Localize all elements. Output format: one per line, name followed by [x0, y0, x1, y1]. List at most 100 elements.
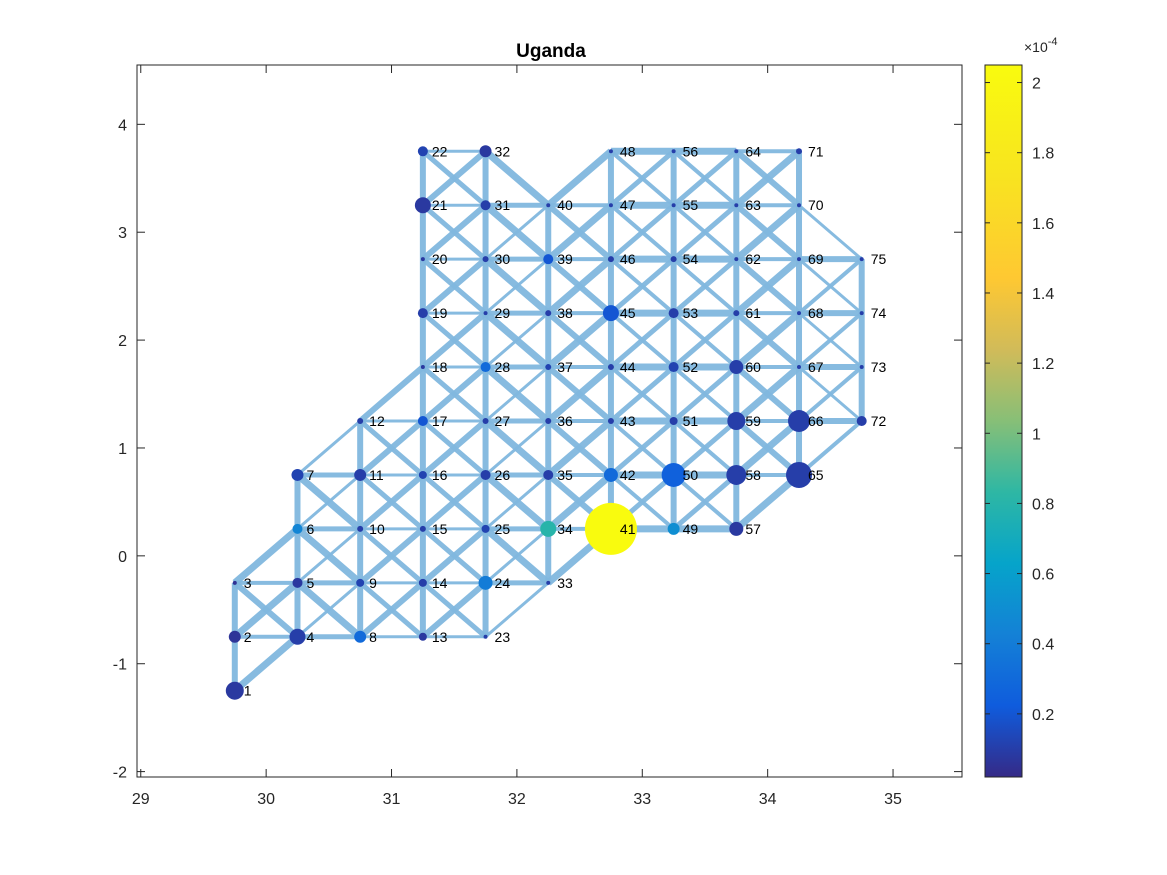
- node-21: [414, 197, 431, 214]
- edge-26-34: [483, 472, 551, 532]
- node-label-14: 14: [432, 575, 448, 591]
- node-label-9: 9: [369, 575, 377, 591]
- edge-12-16: [358, 419, 425, 477]
- edge-70-75: [798, 204, 863, 261]
- node-67: [797, 365, 802, 370]
- node-label-13: 13: [432, 629, 448, 645]
- node-54: [670, 256, 677, 263]
- node-43: [607, 418, 614, 424]
- node-56: [671, 149, 676, 154]
- node-2: [228, 630, 241, 643]
- edge-10-14: [358, 526, 425, 585]
- node-48: [608, 149, 613, 154]
- edge-5-8: [295, 580, 363, 640]
- node-69: [797, 257, 802, 262]
- x-tick-label-32: 32: [508, 791, 526, 808]
- y-tick-label-0: 0: [118, 549, 127, 566]
- node-label-65: 65: [808, 467, 824, 483]
- node-label-50: 50: [683, 467, 699, 483]
- node-16: [418, 470, 427, 479]
- node-label-16: 16: [432, 467, 448, 483]
- y-tick-label-1: 1: [118, 441, 127, 458]
- node-31: [480, 200, 491, 211]
- node-label-40: 40: [557, 197, 573, 213]
- node-24: [478, 575, 493, 590]
- colorbar-gradient: [984, 64, 1023, 778]
- node-11: [354, 468, 367, 481]
- node-63: [734, 203, 739, 208]
- edge-55-62: [672, 203, 738, 261]
- colorbar-tick-label-0.4: 0.4: [1032, 637, 1054, 654]
- edge-60-66: [734, 364, 801, 424]
- colorbar-tick-label-1.8: 1.8: [1032, 146, 1054, 163]
- edge-54-61: [672, 257, 738, 315]
- node-50: [661, 462, 686, 487]
- node-label-18: 18: [432, 359, 448, 375]
- node-label-12: 12: [369, 413, 385, 429]
- colorbar: ×10-4 0.2 0.4 0.6 0.8 1 1.2 1.4 1.6 1.8 2: [984, 36, 1058, 778]
- node-label-73: 73: [871, 359, 887, 375]
- colorbar-multiplier: ×10-4: [1024, 36, 1058, 55]
- node-23: [483, 634, 488, 639]
- node-label-74: 74: [871, 305, 887, 321]
- node-label-43: 43: [620, 413, 636, 429]
- node-label-48: 48: [620, 143, 636, 159]
- edge-7-10: [295, 472, 363, 532]
- node-label-6: 6: [306, 521, 314, 537]
- edge-28-36: [483, 364, 551, 424]
- node-label-5: 5: [306, 575, 314, 591]
- colorbar-tick-label-1: 1: [1032, 426, 1041, 443]
- x-tick-label-29: 29: [132, 791, 150, 808]
- node-layer: 1234567891011121314151617181920212223242…: [225, 143, 887, 700]
- node-label-45: 45: [620, 305, 636, 321]
- node-label-3: 3: [244, 575, 252, 591]
- node-60: [729, 360, 744, 375]
- node-7: [291, 468, 304, 481]
- node-58: [726, 464, 747, 485]
- edge-32-40: [483, 148, 551, 208]
- node-label-20: 20: [432, 251, 448, 267]
- node-44: [607, 364, 614, 371]
- node-label-29: 29: [495, 305, 511, 321]
- y-tick-label-2: 2: [118, 333, 127, 350]
- node-label-41: 41: [620, 521, 636, 537]
- node-68: [797, 311, 802, 316]
- node-label-46: 46: [620, 251, 636, 267]
- node-label-27: 27: [495, 413, 511, 429]
- colorbar-exponent: -4: [1048, 36, 1058, 48]
- edge-52-59: [672, 365, 738, 423]
- node-label-21: 21: [432, 197, 448, 213]
- node-label-35: 35: [557, 467, 573, 483]
- edge-16-25: [421, 473, 488, 531]
- colorbar-tick-label-1.6: 1.6: [1032, 216, 1054, 233]
- node-40: [546, 203, 551, 208]
- edge-29-37: [483, 310, 551, 370]
- node-51: [669, 417, 678, 425]
- edge-11-15: [358, 473, 425, 531]
- node-57: [729, 521, 744, 536]
- edge-20-29: [421, 257, 488, 316]
- node-label-2: 2: [244, 629, 252, 645]
- colorbar-tick-label-0.6: 0.6: [1032, 567, 1054, 584]
- node-label-15: 15: [432, 521, 448, 537]
- node-72: [856, 416, 867, 426]
- edge-63-69: [734, 202, 801, 262]
- node-label-52: 52: [683, 359, 699, 375]
- node-label-7: 7: [306, 467, 314, 483]
- edge-45-52: [609, 311, 675, 369]
- node-label-58: 58: [745, 467, 761, 483]
- edge-50-57: [672, 473, 738, 531]
- node-label-53: 53: [683, 305, 699, 321]
- node-55: [671, 203, 676, 208]
- edge-56-63: [672, 149, 738, 207]
- node-label-49: 49: [683, 521, 699, 537]
- edge-68-73: [798, 311, 863, 369]
- node-52: [668, 362, 679, 373]
- node-label-10: 10: [369, 521, 385, 537]
- edge-57-65: [734, 472, 802, 532]
- node-20: [420, 257, 425, 262]
- edge-layer: [231, 147, 865, 694]
- edge-48-55: [609, 149, 675, 207]
- edge-46-53: [609, 257, 675, 315]
- node-22: [417, 146, 428, 157]
